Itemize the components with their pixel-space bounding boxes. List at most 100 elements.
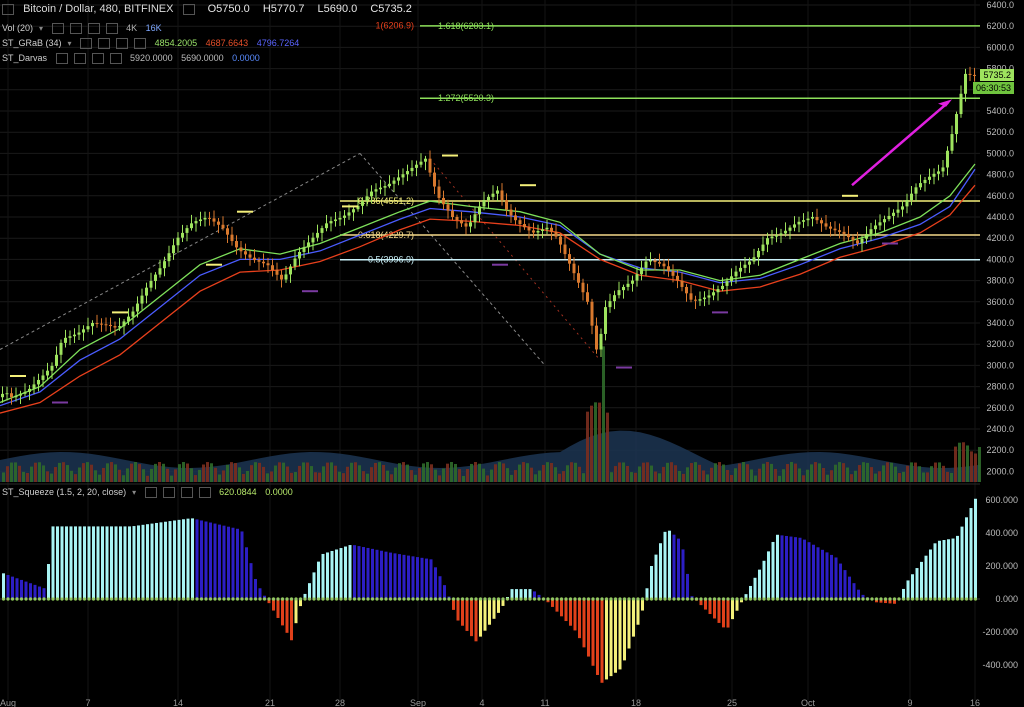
candle-body xyxy=(154,274,157,281)
more-icon[interactable] xyxy=(134,38,147,50)
volume-bar xyxy=(862,462,865,482)
squeeze-bar xyxy=(398,554,401,599)
candle-body xyxy=(406,171,409,175)
candle-body xyxy=(77,332,81,335)
candle-body xyxy=(901,206,904,210)
volume-bar xyxy=(506,468,509,482)
volume-bar xyxy=(762,463,765,482)
darvas-legend[interactable]: ST_Darvas 5920.0000 5690.0000 0.0000 xyxy=(2,52,266,65)
time-axis-label: 21 xyxy=(265,698,275,707)
volume-bar xyxy=(54,467,57,482)
settings-icon[interactable] xyxy=(162,487,175,499)
candle-body xyxy=(599,333,603,350)
close-icon[interactable] xyxy=(116,38,129,50)
candle-body xyxy=(334,219,337,222)
volume-bar xyxy=(758,468,761,482)
candle-body xyxy=(635,274,639,281)
volume-bar xyxy=(178,464,181,482)
candle-body xyxy=(347,212,351,216)
squeeze-bar xyxy=(69,526,73,599)
volume-bar xyxy=(966,445,969,482)
eye-icon[interactable] xyxy=(55,53,68,65)
squeeze-bar xyxy=(600,599,604,683)
volume-bar xyxy=(594,402,597,482)
candle-body xyxy=(113,326,117,328)
volume-legend[interactable]: Vol (20) ▾ 4K 16K xyxy=(2,22,168,35)
squeeze-bar xyxy=(528,589,532,599)
eye-icon[interactable] xyxy=(51,23,64,35)
candle-body xyxy=(919,183,922,188)
volume-bar xyxy=(766,462,769,482)
more-icon[interactable] xyxy=(105,23,118,35)
squeeze-bar xyxy=(119,526,122,599)
candle-body xyxy=(937,171,940,174)
darvas-value-3: 0.0000 xyxy=(232,53,260,63)
volume-bar xyxy=(246,470,249,482)
volume-bar xyxy=(110,462,113,482)
candle-body xyxy=(64,337,67,343)
squeeze-bar xyxy=(618,599,622,670)
squeeze-bar xyxy=(902,588,905,599)
chevron-down-icon[interactable]: ▾ xyxy=(67,39,72,48)
squeeze-bar xyxy=(488,599,491,625)
candle-body xyxy=(100,323,103,325)
squeeze-bar xyxy=(101,526,104,599)
squeeze-bar xyxy=(222,525,226,599)
chevron-down-icon[interactable]: ▾ xyxy=(39,24,44,33)
candle-body xyxy=(887,215,891,220)
volume-bar xyxy=(410,470,413,482)
chevron-down-icon[interactable]: ▾ xyxy=(132,488,137,497)
volume-bar xyxy=(470,463,473,482)
eye-icon[interactable] xyxy=(144,487,157,499)
volume-bar xyxy=(970,451,973,482)
volume-bar xyxy=(402,462,405,482)
squeeze-bar xyxy=(177,519,181,599)
squeeze-bar xyxy=(861,594,865,599)
volume-bar xyxy=(222,470,225,482)
close-icon[interactable] xyxy=(87,23,100,35)
price-axis-label: 6400.0 xyxy=(986,0,1014,10)
settings-box-icon[interactable] xyxy=(182,3,195,15)
candle-body xyxy=(487,196,490,201)
candle-body xyxy=(518,220,522,225)
candle-body xyxy=(829,226,832,229)
volume-bar xyxy=(90,464,93,482)
candle-body xyxy=(788,227,792,231)
candle-body xyxy=(892,212,895,216)
squeeze-axis-label: 400.000 xyxy=(985,528,1018,538)
volume-bar xyxy=(46,471,49,482)
squeeze-value-2: 0.0000 xyxy=(265,487,293,497)
candle-body xyxy=(707,295,711,298)
more-icon[interactable] xyxy=(198,487,211,499)
squeeze-bar xyxy=(348,545,352,599)
volume-bar xyxy=(426,462,429,482)
eye-icon[interactable] xyxy=(80,38,93,50)
volume-bar xyxy=(262,466,265,482)
volume-bar xyxy=(642,462,645,482)
squeeze-bar xyxy=(366,547,370,599)
volume-bar xyxy=(286,466,289,482)
settings-icon[interactable] xyxy=(98,38,111,50)
squeeze-bar xyxy=(843,570,847,599)
trend-line-dashed xyxy=(0,152,361,350)
volume-bar xyxy=(934,462,937,482)
squeeze-bar xyxy=(785,535,788,599)
candle-body xyxy=(730,276,733,282)
price-axis-label: 2200.0 xyxy=(986,445,1014,455)
close-icon[interactable] xyxy=(180,487,193,499)
volume-bar xyxy=(490,469,493,482)
price-axis-label: 4000.0 xyxy=(986,254,1014,264)
squeeze-bar xyxy=(425,558,428,599)
volume-bar xyxy=(622,462,625,482)
squeeze-bar xyxy=(240,531,244,599)
close-icon[interactable] xyxy=(91,53,104,65)
grab-legend[interactable]: ST_GRaB (34) ▾ 4854.2005 4687.6643 4796.7… xyxy=(2,37,305,50)
settings-icon[interactable] xyxy=(73,53,86,65)
candle-body xyxy=(248,254,252,258)
more-icon[interactable] xyxy=(109,53,122,65)
squeeze-legend[interactable]: ST_Squeeze (1.5, 2, 20, close) ▾ 620.0844… xyxy=(2,486,299,499)
settings-icon[interactable] xyxy=(69,23,82,35)
price-axis-label: 6200.0 xyxy=(986,21,1014,31)
time-axis-label: Oct xyxy=(801,698,816,707)
